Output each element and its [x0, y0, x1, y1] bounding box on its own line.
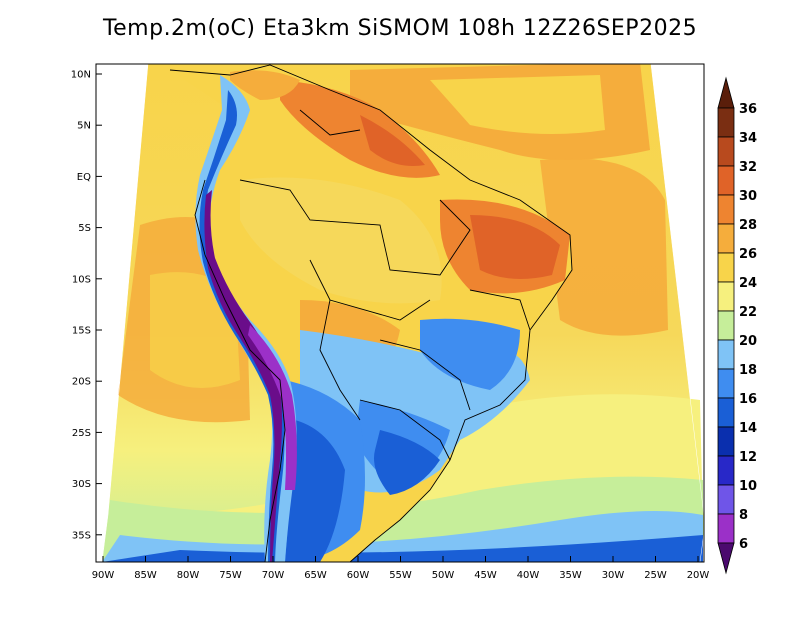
colorbar-box — [717, 513, 735, 544]
colorbar-label: 22 — [739, 305, 757, 320]
colorbar-label: 6 — [739, 537, 748, 552]
colorbar-box — [717, 194, 735, 225]
lon-tick-label: 85W — [134, 570, 157, 581]
map-title: Temp.2m(oC) Eta3km SiSMOM 108h 12Z26SEP2… — [102, 16, 698, 41]
lat-tick-label: 10S — [72, 274, 91, 285]
lat-tick-label: 5N — [77, 121, 91, 132]
colorbar-label: 24 — [739, 276, 757, 291]
lat-tick-label: 15S — [72, 326, 91, 337]
colorbar: 6 8 10 12 14 16 18 20 22 24 26 28 30 32 34 36 — [717, 76, 757, 575]
lon-tick-label: 40W — [517, 570, 540, 581]
lon-tick-label: 75W — [219, 570, 242, 581]
lon-tick-label: 55W — [389, 570, 412, 581]
colorbar-box — [717, 426, 735, 457]
political-borders — [169, 64, 573, 562]
colorbar-label: 10 — [739, 479, 757, 494]
colorbar-over-triangle — [717, 76, 735, 109]
lat-tick-label: 5S — [78, 223, 91, 234]
colorbar-label: 14 — [739, 421, 757, 436]
lon-tick-label: 90W — [92, 570, 115, 581]
colorbar-box — [717, 223, 735, 254]
latitude-axis: 10N 5N EQ 5S 10S 15S 20S 25S 30S 35S — [71, 70, 102, 541]
lon-tick-label: 45W — [474, 570, 497, 581]
lat-tick-label: 25S — [72, 428, 91, 439]
colorbar-box — [717, 368, 735, 399]
colorbar-box — [717, 397, 735, 428]
colorbar-box — [717, 136, 735, 167]
lon-tick-label: 65W — [304, 570, 327, 581]
lon-tick-label: 70W — [262, 570, 285, 581]
colorbar-label: 36 — [739, 102, 757, 117]
lat-tick-label: 30S — [72, 479, 91, 490]
colorbar-label: 12 — [739, 450, 757, 465]
colorbar-box — [717, 165, 735, 196]
colorbar-box — [717, 339, 735, 370]
colorbar-label: 30 — [739, 189, 757, 204]
colorbar-label: 18 — [739, 363, 757, 378]
colorbar-label: 16 — [739, 392, 757, 407]
colorbar-box — [717, 484, 735, 515]
lon-tick-label: 80W — [177, 570, 200, 581]
lon-tick-label: 50W — [432, 570, 455, 581]
lon-tick-label: 35W — [559, 570, 582, 581]
colorbar-label: 26 — [739, 247, 757, 262]
lon-tick-label: 20W — [687, 570, 710, 581]
colorbar-under-triangle — [717, 542, 735, 575]
colorbar-label: 8 — [739, 508, 748, 523]
temperature-field — [96, 64, 704, 562]
lat-tick-label: 20S — [72, 377, 91, 388]
colorbar-label: 28 — [739, 218, 757, 233]
lat-tick-label: 10N — [71, 70, 91, 81]
lon-tick-label: 60W — [347, 570, 370, 581]
lon-tick-label: 25W — [644, 570, 667, 581]
colorbar-label: 34 — [739, 131, 757, 146]
colorbar-box — [717, 310, 735, 341]
colorbar-box — [717, 107, 735, 138]
colorbar-label: 20 — [739, 334, 757, 349]
colorbar-box — [717, 455, 735, 486]
lat-tick-label: EQ — [77, 172, 91, 183]
lat-tick-label: 35S — [72, 530, 91, 541]
colorbar-box — [717, 252, 735, 283]
longitude-axis: 90W 85W 80W 75W 70W 65W 60W 55W 50W 45W 40W 35W 30W 2… — [92, 556, 710, 581]
colorbar-label: 32 — [739, 160, 757, 175]
lon-tick-label: 30W — [602, 570, 625, 581]
colorbar-box — [717, 281, 735, 312]
